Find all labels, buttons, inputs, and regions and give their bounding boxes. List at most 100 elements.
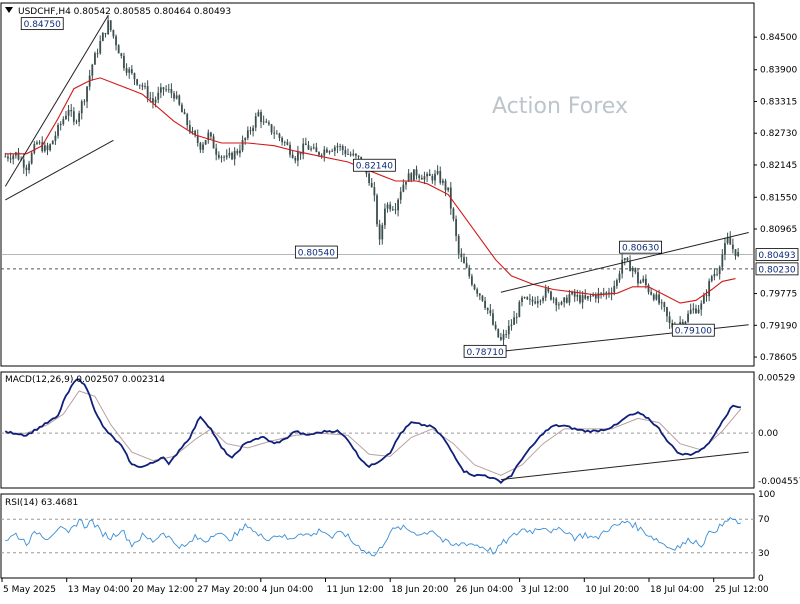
candle-body — [188, 125, 191, 133]
candle-body — [254, 116, 257, 128]
candle-body — [291, 154, 294, 159]
time-axis-label: 25 Jul 12:00 — [715, 585, 769, 595]
candle-body — [336, 146, 339, 148]
candle-body — [492, 313, 494, 325]
candle-body — [547, 288, 550, 292]
candle-body — [43, 145, 46, 152]
candle-body — [70, 109, 73, 112]
candle-body — [120, 53, 123, 56]
candle-body — [67, 109, 70, 116]
candle-body — [510, 324, 513, 326]
candle-body — [550, 291, 552, 300]
rsi-panel — [0, 493, 755, 579]
time-axis-label: 26 Jun 04:00 — [456, 585, 513, 595]
candle-body — [716, 273, 718, 275]
time-axis-label: 20 May 12:00 — [132, 585, 194, 595]
candle-body — [204, 140, 207, 145]
candle-body — [505, 334, 508, 335]
candle-body — [162, 87, 165, 90]
time-axis-label: 10 Jul 20:00 — [585, 585, 639, 595]
candle-body — [576, 295, 579, 297]
candle-body — [413, 169, 415, 181]
candle-body — [220, 156, 223, 158]
moving-average-line — [5, 77, 736, 304]
candle-body — [281, 137, 284, 143]
candle-body — [231, 152, 233, 160]
candle-body — [647, 284, 650, 293]
macd-panel — [0, 371, 755, 489]
candle-body — [101, 33, 104, 42]
candle-body — [476, 289, 479, 294]
candle-body — [217, 154, 220, 158]
candle-body — [25, 167, 28, 171]
candle-body — [91, 64, 94, 76]
price-series — [4, 14, 749, 352]
candle-body — [173, 93, 175, 99]
candle-body — [394, 209, 397, 211]
candle-body — [186, 114, 189, 126]
level-label-box — [294, 245, 338, 259]
candle-body — [442, 180, 444, 183]
price-axis-label: 0.78605 — [760, 353, 797, 363]
candle-body — [681, 321, 684, 326]
candle-body — [434, 173, 436, 181]
candle-body — [737, 252, 740, 256]
candle-body — [468, 267, 471, 277]
candle-body — [407, 173, 410, 182]
candle-body — [729, 237, 732, 245]
candle-body — [629, 260, 631, 272]
candle-body — [631, 268, 634, 272]
candle-body — [623, 258, 626, 260]
candle-body — [62, 119, 65, 125]
level-label-box — [352, 158, 396, 172]
time-axis-label: 13 May 04:00 — [68, 585, 130, 595]
candle-body — [357, 155, 360, 157]
price-trendline — [500, 232, 749, 293]
price-axis-label: 0.82730 — [760, 129, 797, 139]
price-axis-label: 0.79190 — [760, 321, 797, 331]
candle-body — [294, 158, 297, 161]
candle-body — [499, 337, 502, 340]
price-axis-label: 0.79775 — [760, 290, 797, 300]
candle-body — [639, 281, 642, 284]
candle-body — [341, 146, 344, 151]
candle-body — [726, 237, 729, 244]
candle-body — [202, 144, 204, 150]
candle-body — [17, 152, 20, 160]
candle-body — [22, 159, 25, 168]
candle-body — [600, 292, 602, 294]
candle-body — [634, 268, 637, 273]
candle-body — [307, 145, 310, 150]
candle-body — [312, 147, 315, 149]
candle-body — [613, 285, 616, 293]
candle-body — [705, 295, 708, 297]
candle-body — [557, 304, 560, 306]
candle-body — [560, 302, 563, 305]
candle-body — [299, 152, 302, 155]
chart-annotations: 0.84750 0.82140 0.80540 0.80630 0.78710 0.791… — [20, 17, 715, 358]
candle-body — [144, 86, 146, 87]
candle-body — [378, 224, 381, 240]
macd-indicator-title: MACD(12,26,9) 0.002507 0.002314 — [5, 375, 165, 385]
candle-body — [215, 148, 218, 155]
candle-body — [49, 144, 52, 151]
candle-body — [528, 299, 531, 301]
candle-body — [59, 124, 62, 125]
candle-body — [399, 191, 402, 200]
candle-body — [439, 170, 442, 183]
candle-body — [531, 299, 534, 302]
candle-body — [602, 293, 605, 294]
candle-body — [257, 112, 260, 117]
candle-body — [355, 153, 357, 156]
candle-body — [246, 130, 249, 139]
candle-body — [159, 87, 162, 93]
candle-body — [278, 133, 281, 138]
candle-body — [713, 273, 716, 277]
candle-body — [721, 254, 724, 268]
candle-body — [339, 146, 341, 147]
price-axis-label: 0.82145 — [760, 161, 797, 171]
candle-body — [579, 295, 581, 303]
candle-body — [708, 280, 711, 297]
symbol-dropdown-icon[interactable] — [4, 5, 14, 15]
candle-body — [666, 307, 668, 317]
